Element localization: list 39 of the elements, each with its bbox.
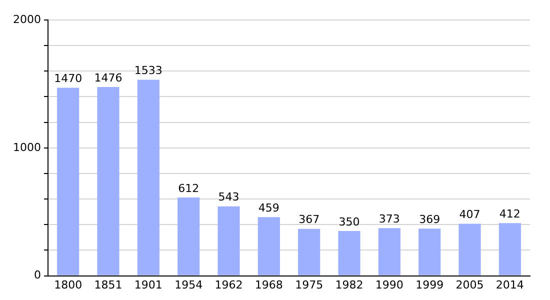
bar [137,80,160,276]
x-tick-label: 1999 [416,278,444,292]
x-tick-label: 1954 [174,278,203,292]
x-tick-label: 1975 [295,278,324,292]
x-tick-label: 2005 [456,278,484,292]
bar [458,224,481,276]
x-tick-label: 1800 [54,278,82,292]
x-tick-label: 1851 [94,278,122,292]
x-tick-label: 2014 [496,278,524,292]
x-tick-label: 1962 [214,278,243,292]
bar [258,217,280,276]
x-tick-label: 1990 [375,278,404,292]
bar [97,87,120,276]
data-label: 1476 [94,71,122,84]
data-label: 369 [419,212,440,226]
bar [218,206,240,276]
data-label: 543 [218,190,240,204]
y-tick-label: 1000 [12,140,41,154]
data-label: 412 [499,207,520,220]
data-label: 1533 [134,64,162,78]
bar [178,198,200,276]
data-label: 373 [378,212,400,226]
bar [418,228,441,276]
data-label: 367 [298,213,320,226]
bar [378,228,400,276]
bar [298,228,320,276]
x-tick-label: 1968 [254,278,283,292]
bar [338,231,360,276]
bar [498,223,521,276]
x-tick-label: 1982 [335,278,364,292]
data-label: 407 [459,208,480,222]
x-tick-label: 1901 [134,278,162,292]
bar [57,88,80,276]
data-label: 459 [258,201,280,214]
data-label: 612 [178,182,200,195]
y-tick-label: 2000 [12,12,41,26]
data-label: 1470 [54,72,82,86]
y-tick-label: 0 [34,268,41,282]
data-label: 350 [338,215,360,228]
